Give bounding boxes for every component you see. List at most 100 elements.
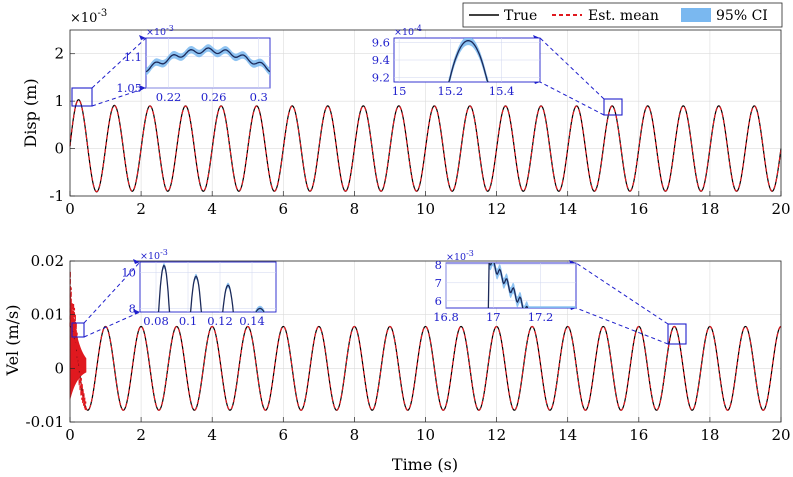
vel-xtick-label-9: 18: [700, 426, 719, 444]
disp-inset-2-exponent: ×10-4: [394, 24, 422, 38]
vel-xtick-label-2: 4: [207, 426, 217, 444]
legend-est-label: Est. mean: [588, 8, 659, 24]
legend-true-label: True: [504, 8, 537, 24]
disp-ylabel: Disp (m): [21, 78, 40, 147]
vel-inset-1-plot: [157, 263, 266, 312]
disp-inset-1-xtick-0: 0.22: [156, 90, 182, 104]
disp-ytick-label-0: -1: [49, 187, 64, 205]
vel-inset-2-xtick-2: 17.2: [528, 310, 554, 324]
vel-inset-1-arrow-1: [133, 309, 140, 314]
vel-inset-1-xtick-3: 0.14: [239, 314, 265, 328]
vel-inset-1-arrow-0: [133, 259, 140, 264]
disp-inset-2-ytick-0: 9.2: [372, 71, 390, 85]
vel-inset-1-xtick-1: 0.1: [179, 314, 197, 328]
vel-inset-2-zoom-box: [667, 323, 687, 345]
vel-inset-1-ytick-1: 10: [121, 266, 136, 280]
legend-ci-label: 95% CI: [716, 8, 768, 24]
vel-est-line: [69, 271, 782, 411]
disp-inset-2-xtick-2: 15.4: [489, 84, 515, 98]
vel-inset-2-xtick-1: 17: [486, 310, 501, 324]
vel-xtick-label-8: 16: [629, 426, 648, 444]
disp-inset-2-connector-0: [539, 37, 605, 100]
vel-inset-2-connector-0: [575, 262, 669, 325]
disp-inset-2-plot: [448, 38, 489, 82]
disp-inset-1-arrow-0: [139, 35, 146, 40]
disp-xtick-label-8: 16: [629, 200, 648, 218]
vel-inset-2-true-line: [487, 263, 529, 308]
disp-inset-1-ci-band: [146, 44, 270, 76]
vel-xtick-label-7: 14: [558, 426, 577, 444]
disp-inset-1-ytick-1: 1.1: [124, 50, 142, 64]
disp-inset-1-plot: [146, 44, 270, 76]
disp-xtick-label-0: 0: [65, 200, 75, 218]
vel-inset-1-xtick-2: 0.12: [207, 314, 233, 328]
disp-inset-2-zoom-box: [603, 98, 623, 116]
vel-inset-2: 16.8 17 17.2 6 7 8 ×10-3: [433, 249, 577, 324]
disp-inset-1-exponent: ×10-3: [146, 24, 174, 38]
zoom-annotations: [71, 35, 687, 345]
vel-inset-2-plot: [487, 263, 576, 308]
vel-inset-2-exponent: ×10-3: [446, 249, 474, 263]
vel-inset-2-frame: [445, 262, 577, 309]
disp-ytick-label-3: 2: [54, 45, 64, 63]
disp-inset-1-xtick-2: 0.3: [250, 90, 268, 104]
legend-ci-swatch: [681, 8, 711, 22]
vel-ytick-label-1: 0: [54, 359, 64, 377]
disp-inset-2: 15 15.2 15.4 9.2 9.4 9.6 ×10-4: [372, 24, 541, 98]
vel-inset-1-ytick-0: 8: [129, 301, 136, 315]
vel-inset-1-zoom-box: [71, 322, 85, 338]
disp-ytick-label-2: 1: [54, 92, 64, 110]
vel-inset-1: 0.08 0.1 0.12 0.14 8 10 ×10-3: [121, 248, 277, 328]
vel-inset-2-ytick-1: 7: [435, 276, 442, 290]
disp-ytick-label-1: 0: [54, 140, 64, 158]
vel-inset-2-xtick-0: 16.8: [433, 310, 459, 324]
legend: True Est. mean 95% CI: [462, 2, 783, 28]
insets: 0.22 0.26 0.3 1.05 1.1 ×10-3 15 15.2 15.4 9.2 9.4 9…: [116, 24, 577, 328]
disp-inset-1-true-line: [146, 47, 270, 73]
disp-xtick-label-7: 14: [558, 200, 577, 218]
disp-xtick-label-2: 4: [207, 200, 217, 218]
vel-ytick-label-0: -0.01: [26, 413, 64, 431]
vel-ytick-label-3: 0.02: [31, 252, 64, 270]
disp-inset-2-true-line: [448, 40, 489, 82]
disp-inset-1-ytick-0: 1.05: [116, 81, 142, 95]
vel-inset-2-ytick-2: 8: [435, 258, 442, 272]
disp-inset-2-ci-band: [448, 38, 489, 82]
vel-inset-2-connector-1: [575, 307, 669, 345]
vel-xtick-label-5: 10: [416, 426, 435, 444]
time-xlabel: Time (s): [392, 455, 458, 474]
disp-xtick-label-10: 20: [771, 200, 790, 218]
disp-exponent: ×10-3: [70, 8, 107, 26]
vel-inset-1-xtick-0: 0.08: [143, 314, 169, 328]
vel-xtick-label-1: 2: [136, 426, 146, 444]
vel-xtick-label-0: 0: [65, 426, 75, 444]
vel-xtick-label-10: 20: [771, 426, 790, 444]
vel-inset-2-ytick-0: 6: [435, 294, 442, 308]
vel-inset-1-exponent: ×10-3: [140, 248, 168, 262]
disp-inset-2-connector-1: [539, 81, 605, 116]
disp-est-line: [69, 99, 782, 193]
vel-inset-1-true-line: [157, 264, 265, 312]
disp-inset-1: 0.22 0.26 0.3 1.05 1.1 ×10-3: [116, 24, 271, 104]
vel-ylabel: Vel (m/s): [3, 304, 22, 376]
disp-inset-1-arrow-1: [139, 85, 146, 90]
vel-inset-2-ci-band: [488, 263, 576, 308]
legend-box: [462, 2, 783, 28]
disp-inset-2-ytick-2: 9.6: [372, 35, 390, 49]
disp-xtick-label-6: 12: [487, 200, 506, 218]
disp-xtick-label-4: 8: [350, 200, 360, 218]
disp-inset-1-zoom-box: [71, 87, 93, 107]
vel-xtick-label-6: 12: [487, 426, 506, 444]
disp-xtick-label-1: 2: [136, 200, 146, 218]
vel-inset-1-connector-1: [83, 311, 141, 338]
disp-inset-2-ytick-1: 9.4: [372, 53, 390, 67]
disp-inset-1-connector-0: [91, 37, 147, 89]
disp-inset-2-xtick-0: 15: [392, 84, 407, 98]
vel-xtick-label-3: 6: [279, 426, 289, 444]
disp-xtick-label-5: 10: [416, 200, 435, 218]
